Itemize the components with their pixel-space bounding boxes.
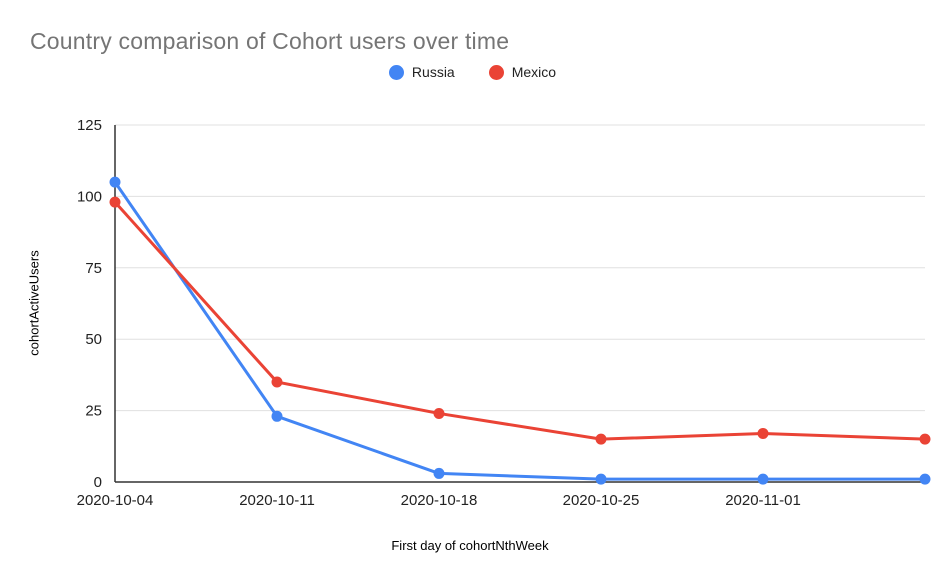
legend-item-mexico[interactable]: Mexico — [488, 64, 557, 80]
svg-text:25: 25 — [85, 403, 102, 420]
legend-marker-russia-icon — [388, 64, 404, 80]
svg-text:125: 125 — [77, 117, 102, 134]
x-axis-title: First day of cohortNthWeek — [391, 538, 549, 553]
svg-text:100: 100 — [77, 188, 102, 205]
svg-text:2020-11-01: 2020-11-01 — [725, 492, 801, 509]
svg-text:50: 50 — [85, 331, 102, 348]
legend-marker-mexico-icon — [488, 64, 504, 80]
svg-text:2020-10-04: 2020-10-04 — [77, 492, 154, 509]
legend-label-russia: Russia — [411, 64, 455, 80]
legend-item-russia[interactable]: Russia — [388, 64, 455, 80]
svg-text:2020-10-18: 2020-10-18 — [401, 492, 478, 509]
svg-text:0: 0 — [94, 474, 102, 491]
svg-text:2020-10-11: 2020-10-11 — [239, 492, 315, 509]
chart-title: Country comparison of Cohort users over … — [30, 28, 510, 54]
svg-text:2020-10-25: 2020-10-25 — [563, 492, 640, 509]
svg-text:75: 75 — [85, 260, 102, 277]
y-axis-title: cohortActiveUsers — [26, 250, 42, 356]
legend-label-mexico: Mexico — [511, 64, 557, 80]
legend: Russia Mexico — [0, 64, 945, 80]
